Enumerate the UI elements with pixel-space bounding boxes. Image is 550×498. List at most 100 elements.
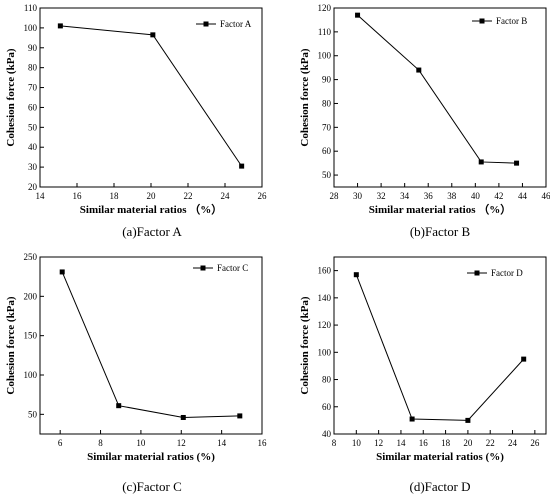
data-point — [416, 67, 422, 73]
x-tick-label: 44 — [518, 191, 528, 201]
x-axis-title: Similar material ratios （%） — [80, 203, 222, 216]
y-tick-label: 20 — [28, 182, 38, 192]
y-tick-label: 110 — [318, 27, 332, 37]
y-tick-label: 50 — [28, 409, 38, 419]
data-point — [150, 32, 156, 38]
y-tick-label: 60 — [28, 102, 38, 112]
data-point — [180, 414, 186, 420]
legend-marker — [479, 18, 485, 24]
y-tick-label: 60 — [322, 146, 332, 156]
data-point — [465, 417, 471, 423]
x-tick-label: 6 — [58, 438, 63, 448]
data-point — [478, 159, 484, 165]
data-point — [239, 163, 245, 169]
x-tick-label: 26 — [258, 191, 268, 201]
chart-panel: 8 10 12 14 16 18 20 22 24 26 40 60 80 100 120 140 160 Sim… — [299, 256, 547, 463]
y-tick-label: 140 — [318, 293, 332, 303]
x-tick-label: 16 — [73, 191, 83, 201]
data-point — [57, 23, 63, 29]
x-tick-label: 14 — [36, 191, 46, 201]
x-tick-label: 12 — [177, 438, 186, 448]
data-point — [409, 416, 415, 422]
x-axis-title: Similar material ratios (%) — [87, 451, 215, 463]
plot-frame — [333, 7, 547, 188]
data-point — [355, 12, 361, 18]
x-tick-label: 20 — [147, 191, 157, 201]
y-axis-title: Cohesion force (kPa) — [299, 48, 311, 147]
x-tick-label: 38 — [447, 191, 457, 201]
x-tick-label: 16 — [258, 438, 268, 448]
chart-panel: 6 8 10 12 14 16 50 100 150 200 250 Similar material… — [5, 252, 267, 463]
x-tick-label: 28 — [330, 191, 340, 201]
y-tick-label: 60 — [322, 402, 332, 412]
x-tick-label: 16 — [419, 438, 429, 448]
x-tick-label: 8 — [332, 438, 337, 448]
x-tick-label: 18 — [110, 191, 120, 201]
y-tick-label: 70 — [28, 83, 38, 93]
x-tick-label: 22 — [184, 191, 193, 201]
series-line — [60, 25, 243, 167]
data-point — [353, 272, 359, 278]
y-tick-label: 250 — [24, 252, 38, 262]
panel-caption: (a)Factor A — [122, 224, 182, 239]
legend-marker — [203, 21, 209, 27]
y-tick-label: 100 — [318, 347, 332, 357]
y-tick-label: 30 — [28, 162, 38, 172]
y-axis-title: Cohesion force (kPa) — [5, 296, 17, 395]
x-tick-label: 10 — [136, 438, 146, 448]
x-axis-title: Similar material ratios (%) — [376, 451, 504, 463]
y-tick-label: 120 — [318, 320, 332, 330]
legend-label: Factor C — [217, 263, 248, 273]
x-tick-label: 24 — [508, 438, 518, 448]
y-tick-label: 50 — [28, 122, 38, 132]
x-tick-label: 14 — [217, 438, 227, 448]
plot-frame — [333, 256, 547, 435]
panel-caption: (b)Factor B — [410, 224, 471, 239]
y-tick-label: 80 — [322, 375, 332, 385]
series-line — [61, 271, 240, 418]
data-point — [116, 403, 122, 409]
series-line — [357, 14, 517, 164]
x-tick-label: 22 — [486, 438, 495, 448]
y-tick-label: 100 — [24, 23, 38, 33]
y-tick-label: 150 — [24, 331, 38, 341]
panel-caption: (c)Factor C — [122, 479, 182, 494]
y-tick-label: 100 — [24, 370, 38, 380]
legend-label: Factor D — [491, 268, 523, 278]
x-tick-label: 10 — [352, 438, 362, 448]
legend-label: Factor B — [496, 16, 527, 26]
x-tick-label: 36 — [424, 191, 434, 201]
y-tick-label: 50 — [322, 170, 332, 180]
y-axis-title: Cohesion force (kPa) — [299, 296, 311, 395]
x-tick-label: 46 — [542, 191, 550, 201]
legend-marker — [200, 265, 206, 271]
y-axis-title: Cohesion force (kPa) — [5, 48, 17, 147]
x-tick-label: 18 — [441, 438, 451, 448]
y-tick-label: 70 — [322, 122, 332, 132]
x-tick-label: 8 — [98, 438, 103, 448]
x-tick-label: 34 — [400, 191, 410, 201]
data-point — [514, 160, 520, 166]
data-point — [521, 356, 527, 362]
x-tick-label: 42 — [494, 191, 503, 201]
y-tick-label: 120 — [318, 3, 332, 13]
x-tick-label: 14 — [396, 438, 406, 448]
y-tick-label: 40 — [322, 429, 332, 439]
x-tick-label: 32 — [377, 191, 386, 201]
y-tick-label: 90 — [28, 43, 38, 53]
y-tick-label: 200 — [24, 291, 38, 301]
data-point — [237, 413, 243, 419]
y-tick-label: 40 — [28, 142, 38, 152]
plot-frame — [39, 256, 263, 435]
series-line — [355, 274, 525, 421]
y-tick-label: 110 — [24, 3, 38, 13]
y-tick-label: 80 — [322, 98, 332, 108]
y-tick-label: 160 — [318, 266, 332, 276]
x-tick-label: 26 — [530, 438, 540, 448]
x-tick-label: 24 — [221, 191, 231, 201]
x-axis-title: Similar material ratios （%） — [369, 203, 511, 216]
panel-caption: (d)Factor D — [409, 479, 470, 494]
x-tick-label: 20 — [463, 438, 473, 448]
legend-marker — [474, 270, 480, 276]
